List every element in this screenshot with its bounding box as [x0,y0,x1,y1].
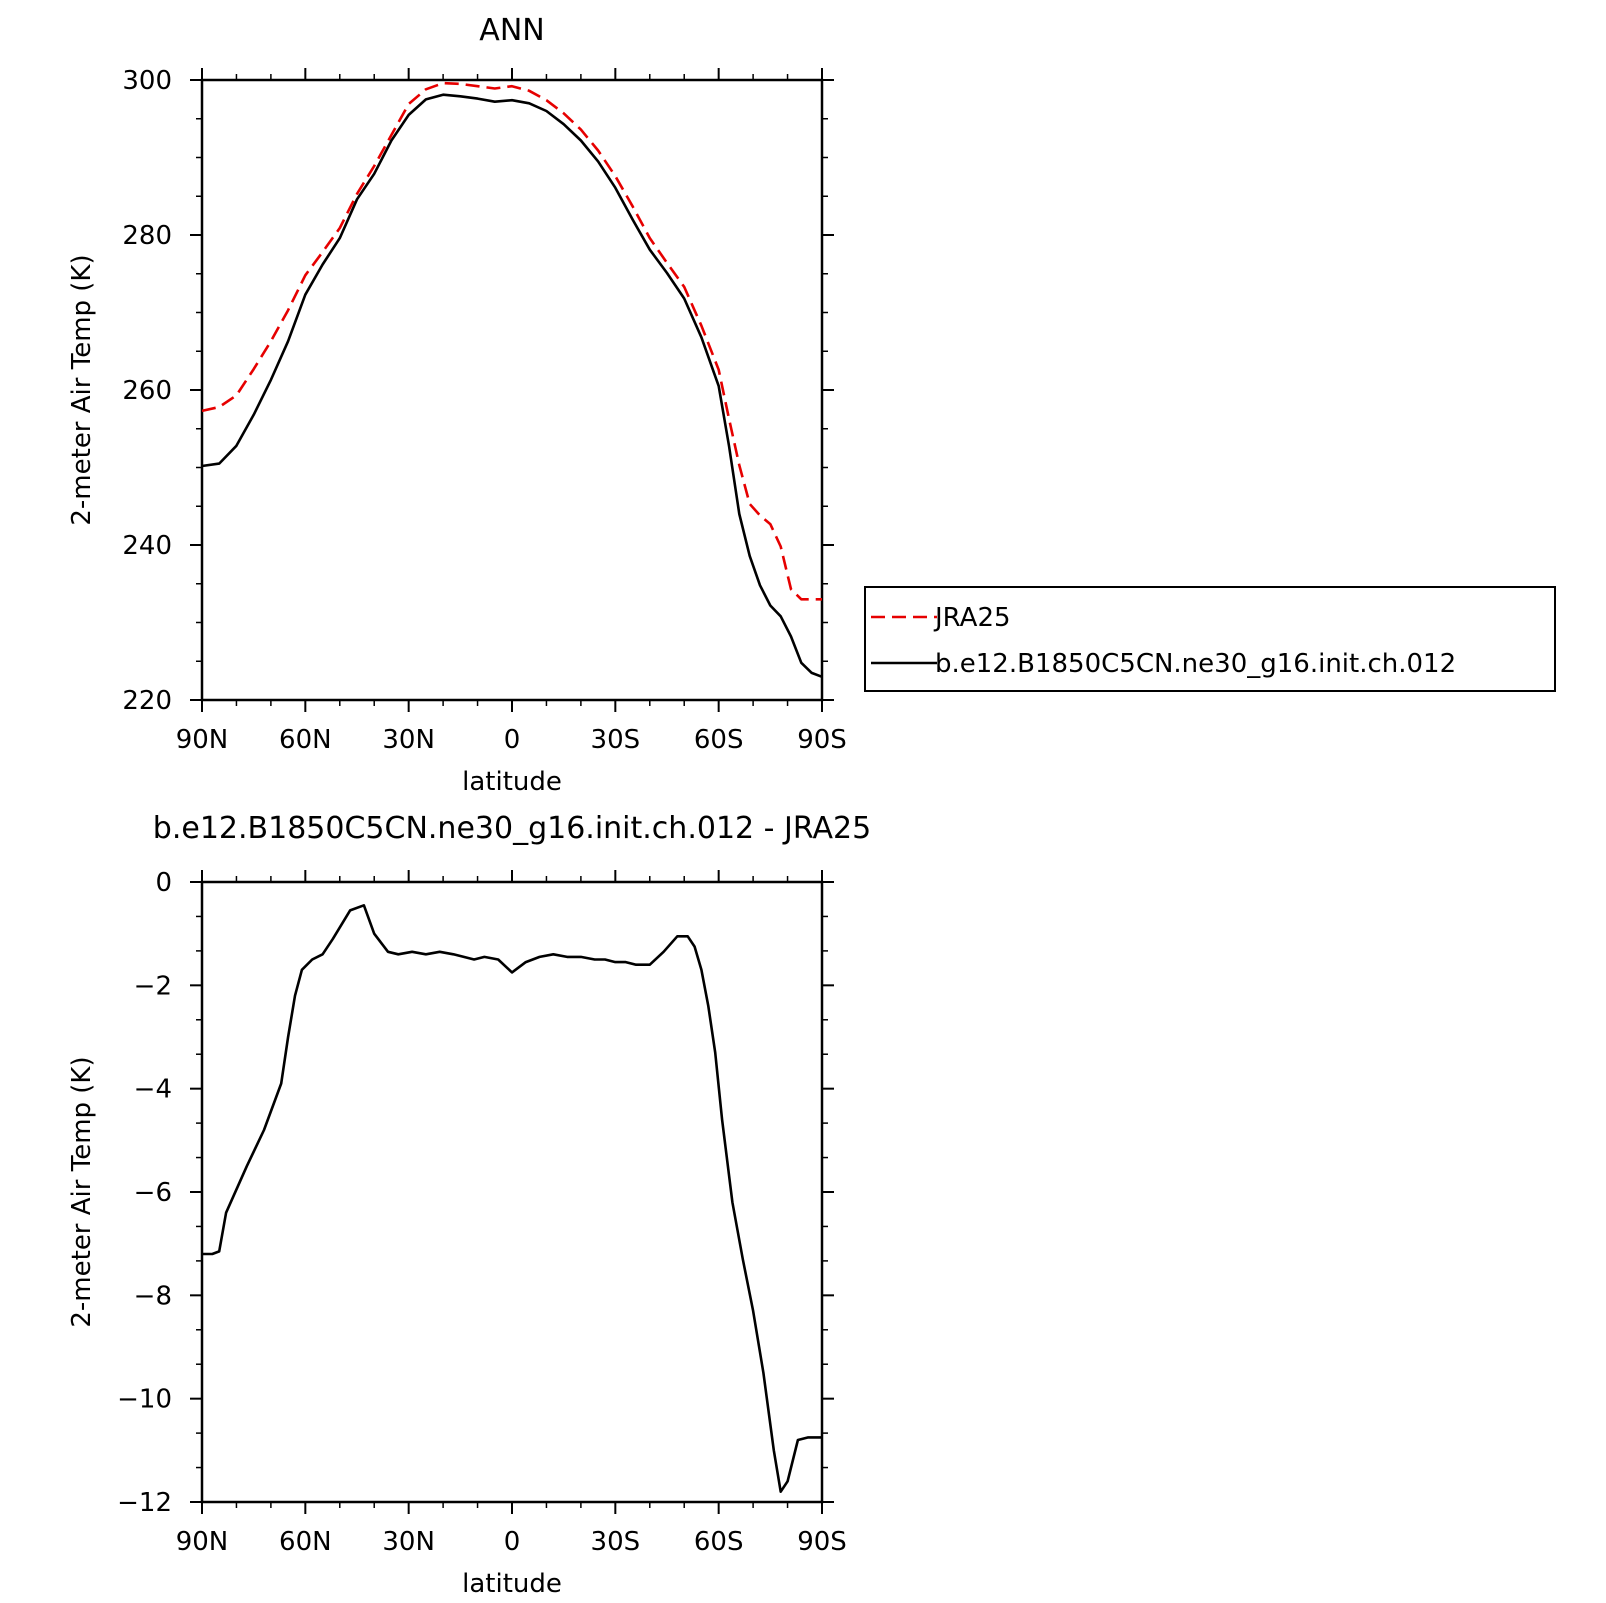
x-tick-label: 60S [694,725,744,755]
x-tick-label: 90S [797,725,847,755]
y-tick-label: −4 [134,1075,172,1105]
y-axis-label: 2-meter Air Temp (K) [67,254,97,525]
legend-label: JRA25 [933,603,1011,633]
x-tick-label: 0 [504,725,521,755]
x-tick-label: 90N [176,725,229,755]
x-tick-label: 90S [797,1527,847,1557]
series-line [201,93,823,679]
x-tick-label: 30S [591,1527,641,1557]
plot-frame [200,78,824,702]
chart-2: 90N 60N 30N 0 30S 60S 90S 0 −2 −4 −6 −8 −10 −12 b.e12.… [67,811,871,1599]
y-tick-label: 0 [155,868,172,898]
x-tick-label: 30N [382,725,435,755]
y-tick-label: 280 [122,221,172,251]
chart-1: 90N 60N 30N 0 30S 60S 90S 220 240 260 280 300 ANN lat… [67,13,1556,797]
x-axis-label: latitude [462,1569,562,1599]
y-tick-label: −2 [134,971,172,1001]
y-tick-label: 300 [122,66,172,96]
y-tick-label: −6 [134,1178,172,1208]
x-tick-label: 60S [694,1527,744,1557]
x-tick-label: 60N [279,1527,332,1557]
y-axis-label: 2-meter Air Temp (K) [67,1056,97,1327]
legend: JRA25 b.e12.B1850C5CN.ne30_g16.init.ch.01… [864,586,1556,692]
y-tick-label: 220 [122,686,172,716]
legend-label: b.e12.B1850C5CN.ne30_g16.init.ch.012 [935,649,1456,679]
y-tick-label: −10 [117,1385,172,1415]
x-tick-label: 60N [279,725,332,755]
x-tick-label: 30S [591,725,641,755]
chart-title: b.e12.B1850C5CN.ne30_g16.init.ch.012 - J… [153,811,871,846]
plot-frame [200,880,824,1504]
x-axis-label: latitude [462,767,562,797]
y-tick-label: −8 [134,1281,172,1311]
series-line [201,81,822,601]
y-tick-label: 260 [122,376,172,406]
x-tick-label: 90N [176,1527,229,1557]
legend-box [864,586,1556,692]
series-line [202,903,822,1493]
y-tick-label: −12 [117,1488,172,1518]
x-tick-label: 30N [382,1527,435,1557]
x-tick-label: 0 [504,1527,521,1557]
y-tick-label: 240 [122,531,172,561]
chart-title: ANN [479,13,544,48]
